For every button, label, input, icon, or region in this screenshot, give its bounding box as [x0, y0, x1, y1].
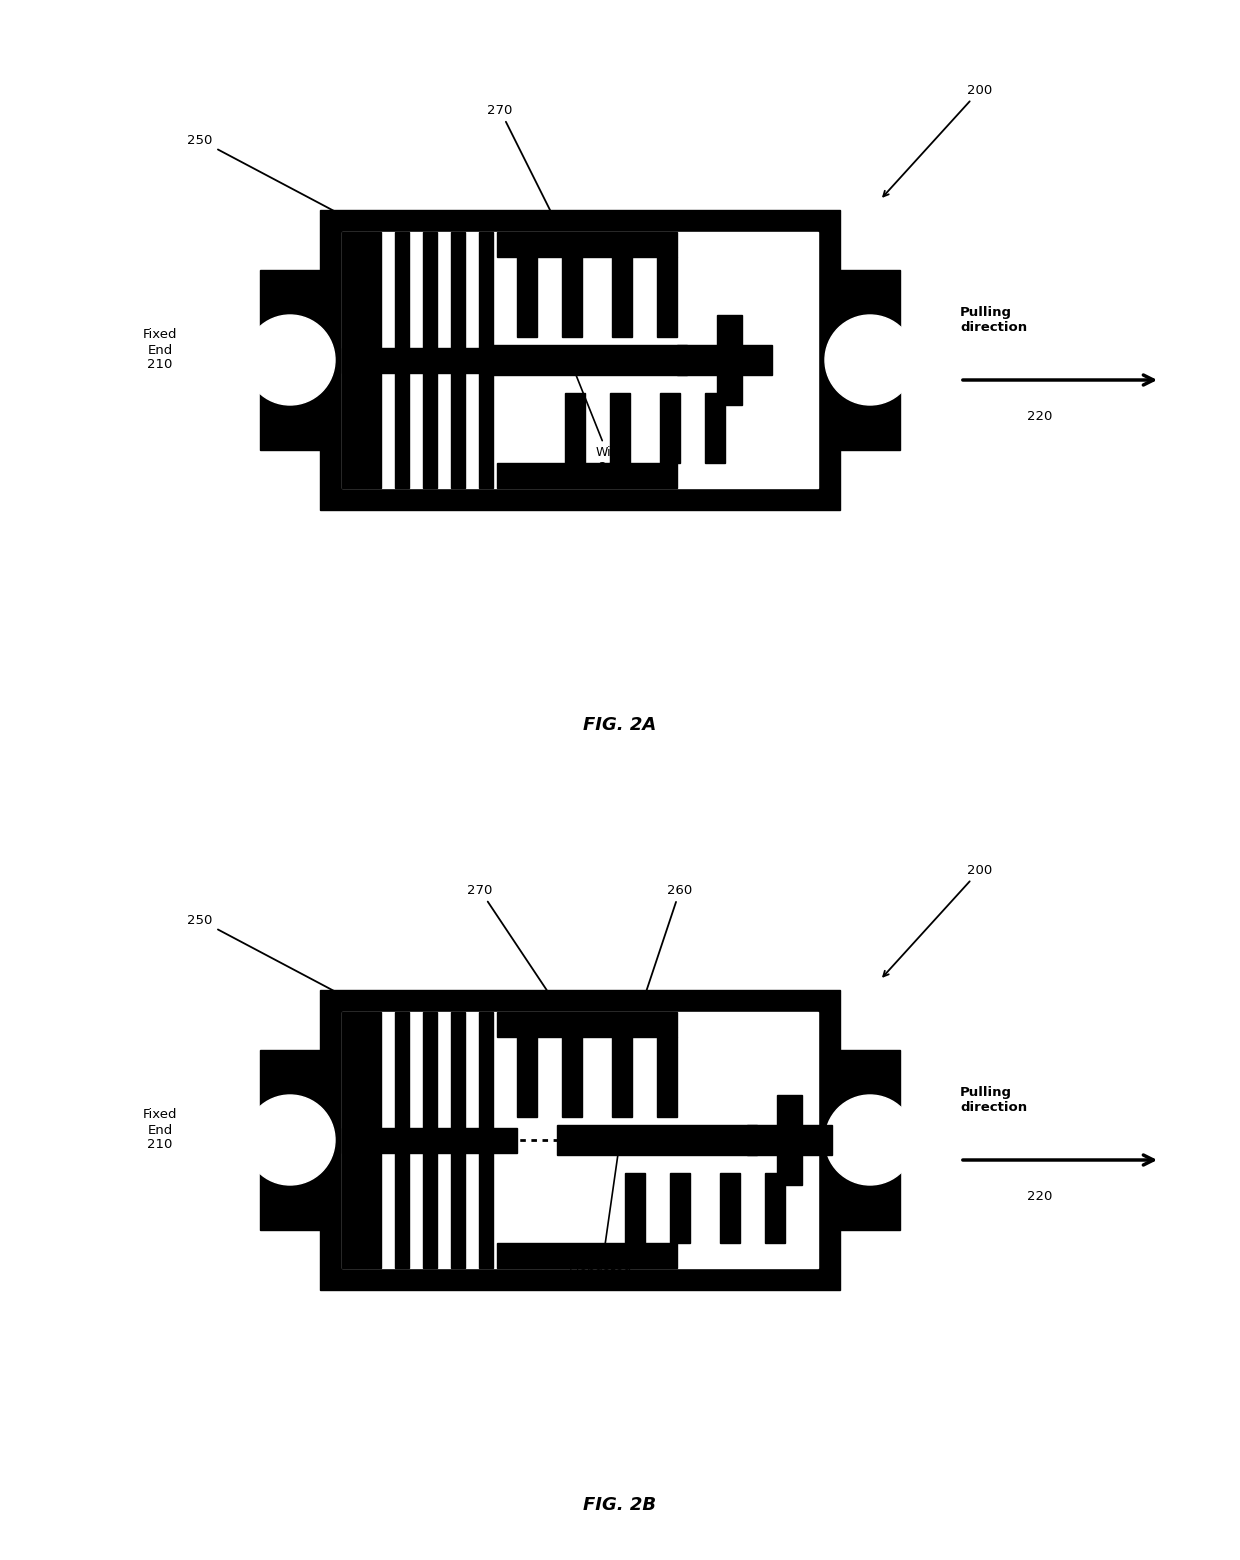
Bar [610, 393, 630, 463]
Text: FIG. 2A: FIG. 2A [583, 716, 657, 735]
Bar [742, 345, 773, 374]
Circle shape [246, 315, 335, 406]
Bar [719, 1173, 739, 1243]
Bar [517, 1037, 537, 1117]
Text: 270: 270 [467, 883, 557, 1006]
Bar [717, 315, 742, 406]
Text: 220: 220 [1027, 410, 1053, 423]
Text: Pulling
direction: Pulling direction [960, 306, 1027, 334]
Bar [839, 270, 900, 449]
Text: FIG. 2B: FIG. 2B [584, 1496, 656, 1515]
Bar [613, 257, 632, 337]
Text: 200: 200 [883, 84, 993, 197]
Bar [342, 1012, 818, 1268]
Bar [497, 232, 677, 257]
Bar [765, 1173, 785, 1243]
Bar [479, 1012, 494, 1268]
Bar [451, 232, 465, 488]
Text: Fixed
End
210: Fixed End 210 [143, 329, 177, 371]
Bar [839, 1050, 900, 1229]
Bar [260, 1050, 320, 1229]
Bar [562, 257, 582, 337]
Bar [487, 345, 687, 374]
Text: 250: 250 [187, 914, 366, 1008]
Bar [562, 1037, 582, 1117]
Bar [564, 393, 584, 463]
Bar [497, 1243, 677, 1268]
Bar [625, 1173, 645, 1243]
Bar [342, 232, 367, 488]
Bar [367, 1012, 381, 1268]
Text: 200: 200 [883, 864, 993, 977]
Bar [367, 232, 381, 488]
Text: 220: 220 [1027, 1190, 1053, 1203]
Bar [342, 232, 818, 488]
Bar [396, 232, 409, 488]
Text: Fixed
End
210: Fixed End 210 [143, 1109, 177, 1151]
Bar [657, 1037, 677, 1117]
Bar [423, 1012, 436, 1268]
Bar [613, 1037, 632, 1117]
Bar [660, 393, 680, 463]
Bar [497, 463, 677, 488]
Bar [670, 1173, 689, 1243]
Circle shape [825, 315, 915, 406]
Bar [802, 1125, 832, 1154]
Bar [517, 257, 537, 337]
Circle shape [825, 1095, 915, 1186]
Text: Elongated
Wire: Elongated Wire [568, 1145, 631, 1293]
Bar [260, 270, 320, 449]
Circle shape [246, 1095, 335, 1186]
Bar [479, 232, 494, 488]
Bar [557, 1125, 756, 1154]
Text: 260: 260 [641, 883, 693, 1006]
Bar [320, 991, 839, 1290]
Bar [342, 348, 517, 373]
Bar [704, 393, 724, 463]
Bar [746, 1125, 777, 1154]
Bar [777, 1095, 802, 1186]
Bar [677, 345, 717, 374]
Text: 250: 250 [187, 134, 366, 228]
Bar [657, 257, 677, 337]
Bar [320, 211, 839, 510]
Text: Wire
240: Wire 240 [572, 365, 624, 474]
Text: 270: 270 [487, 103, 558, 226]
Bar [342, 1012, 367, 1268]
Bar [342, 1128, 517, 1153]
Bar [497, 1012, 677, 1037]
Bar [396, 1012, 409, 1268]
Bar [423, 232, 436, 488]
Text: Pulling
direction: Pulling direction [960, 1086, 1027, 1114]
Bar [451, 1012, 465, 1268]
